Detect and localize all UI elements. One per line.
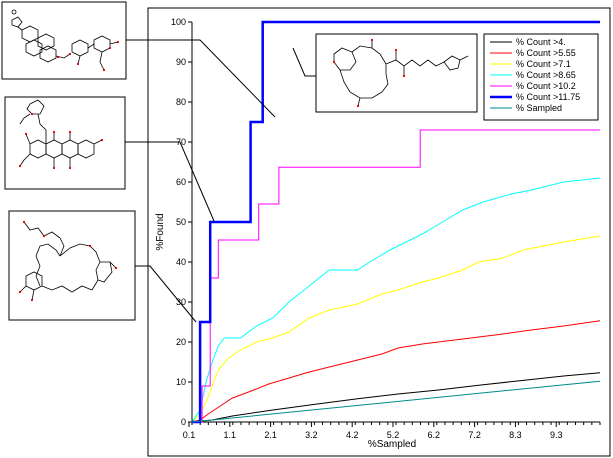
legend-label: % Count >8.65 bbox=[516, 70, 576, 80]
molecule-inset-2 bbox=[4, 96, 126, 190]
callout-lines bbox=[125, 39, 316, 323]
legend-label: % Count >10.2 bbox=[516, 81, 576, 91]
x-tick-label: 6.2 bbox=[428, 430, 441, 440]
series-line-5 bbox=[192, 129, 600, 423]
series-line-3 bbox=[191, 235, 601, 423]
legend-label: % Count >11.75 bbox=[516, 92, 580, 102]
molecule-inset-3 bbox=[8, 210, 136, 321]
callout-line-1 bbox=[126, 39, 276, 118]
chart-axes: 0 10 20 30 40 50 60 70 80 90 100 0.1 1.1 2.1 3.2 4.2 5.2… bbox=[171, 17, 601, 440]
y-tick-label: 50 bbox=[176, 217, 186, 227]
series-line-6 bbox=[192, 20, 600, 424]
y-tick-label: 0 bbox=[181, 417, 186, 427]
x-tick-label: 8.3 bbox=[509, 430, 522, 440]
legend-label: % Sampled bbox=[516, 103, 562, 113]
series-line-2 bbox=[191, 320, 601, 423]
molecule-inset-1 bbox=[1, 1, 127, 80]
x-axis-label: %Sampled bbox=[368, 439, 416, 450]
legend-label: % Count >4. bbox=[516, 37, 566, 47]
x-tick-label: 0.1 bbox=[183, 430, 196, 440]
y-tick-label: 20 bbox=[176, 337, 186, 347]
x-tick-label: 5.2 bbox=[387, 430, 400, 440]
y-tick-label: 10 bbox=[176, 377, 186, 387]
molecule-inset-4 bbox=[315, 33, 478, 113]
y-tick-label: 40 bbox=[176, 257, 186, 267]
y-tick-label: 70 bbox=[176, 137, 186, 147]
chart-legend: % Count >4.% Count >5.55% Count >7.1% Co… bbox=[483, 33, 599, 121]
x-tick-label: 9.3 bbox=[550, 430, 563, 440]
callout-line-2 bbox=[125, 141, 215, 222]
x-tick-label: 2.1 bbox=[264, 430, 277, 440]
callout-line-3 bbox=[135, 265, 197, 323]
x-tick-label: 1.1 bbox=[224, 430, 237, 440]
y-tick-label: 60 bbox=[176, 177, 186, 187]
series-line-7 bbox=[191, 380, 601, 423]
x-tick-label: 3.2 bbox=[305, 430, 318, 440]
legend-label: % Count >5.55 bbox=[516, 48, 576, 58]
chart-series-group bbox=[191, 20, 601, 424]
callout-line-4 bbox=[292, 47, 316, 77]
x-tick-label: 7.2 bbox=[468, 430, 481, 440]
y-tick-label: 80 bbox=[176, 97, 186, 107]
series-line-4 bbox=[191, 177, 601, 423]
x-tick-label: 4.2 bbox=[346, 430, 359, 440]
y-axis-label: %Found bbox=[155, 213, 166, 250]
y-tick-label: 90 bbox=[176, 57, 186, 67]
legend-box bbox=[483, 33, 599, 121]
series-line-1 bbox=[191, 372, 601, 423]
legend-label: % Count >7.1 bbox=[516, 59, 571, 69]
y-tick-label: 100 bbox=[171, 17, 186, 27]
y-tick-label: 30 bbox=[176, 297, 186, 307]
